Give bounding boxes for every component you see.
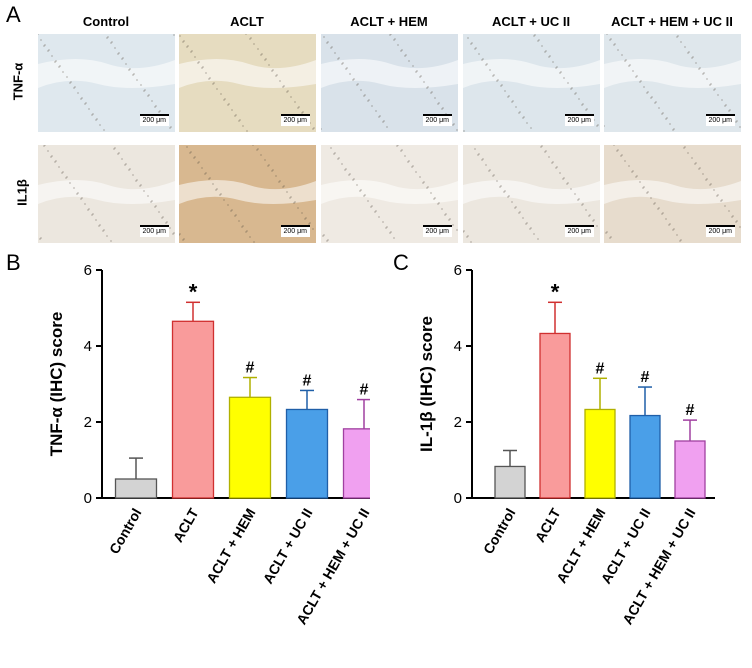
- significance-mark: #: [641, 369, 650, 386]
- y-tick-label: 2: [454, 414, 462, 431]
- micrograph: 200 μm: [463, 145, 600, 243]
- bar: [114, 478, 158, 499]
- significance-mark: #: [360, 382, 369, 399]
- column-heading: Control: [82, 14, 130, 29]
- micrograph: 200 μm: [179, 34, 316, 132]
- bar: [629, 414, 661, 499]
- bar: [584, 408, 616, 499]
- x-tick-label: ACLT + UC II: [260, 506, 316, 587]
- y-tick-label: 4: [454, 338, 462, 355]
- scale-bar: 200 μm: [705, 114, 735, 126]
- bar: [228, 396, 272, 499]
- x-tick-label: Control: [106, 506, 145, 557]
- row-heading: IL1β: [14, 179, 30, 206]
- x-tick-label: ACLT + HEM: [203, 506, 259, 586]
- x-tick-label: ACLT: [170, 505, 202, 545]
- y-tick-label: 6: [454, 262, 462, 279]
- panel-label-c: C: [393, 250, 409, 275]
- micrograph: 200 μm: [38, 145, 175, 243]
- micrograph: 200 μm: [321, 34, 458, 132]
- significance-mark: *: [551, 279, 560, 304]
- significance-mark: *: [189, 279, 198, 304]
- scale-bar: 200 μm: [564, 225, 594, 237]
- scale-bar: 200 μm: [422, 225, 452, 237]
- y-tick-label: 0: [84, 490, 92, 507]
- scale-bar: 200 μm: [564, 114, 594, 126]
- column-heading: ACLT + HEM: [350, 14, 428, 29]
- micrograph: 200 μm: [321, 145, 458, 243]
- bar: [674, 440, 706, 499]
- y-axis-label: IL-1β (IHC) score: [417, 316, 436, 452]
- significance-mark: #: [686, 402, 695, 419]
- micrograph: 200 μm: [604, 145, 741, 243]
- scale-bar: 200 μm: [422, 114, 452, 126]
- y-tick-label: 6: [84, 262, 92, 279]
- micrograph: 200 μm: [38, 34, 175, 132]
- scale-bar: 200 μm: [280, 114, 310, 126]
- scale-bar: 200 μm: [139, 114, 169, 126]
- bar: [494, 465, 526, 499]
- bar: [342, 428, 370, 499]
- tnf-alpha-bar-chart: 0 2 4 6 TNF-α (IHC) score Control * ACLT # ACLT +…: [47, 262, 370, 627]
- column-heading: ACLT: [230, 14, 264, 29]
- micrograph: 200 μm: [179, 145, 316, 243]
- column-heading: ACLT + HEM + UC II: [611, 14, 733, 29]
- y-tick-label: 2: [84, 414, 92, 431]
- y-tick-label: 4: [84, 338, 92, 355]
- bar: [539, 332, 571, 499]
- bar: [171, 320, 215, 499]
- scale-bar: 200 μm: [139, 225, 169, 237]
- row-heading: TNF-α: [10, 62, 26, 101]
- significance-mark: #: [596, 360, 605, 377]
- micrograph: 200 μm: [463, 34, 600, 132]
- panel-label-a: A: [6, 2, 21, 27]
- significance-mark: #: [246, 360, 255, 377]
- micrograph: 200 μm: [604, 34, 741, 132]
- significance-mark: #: [303, 372, 312, 389]
- y-tick-label: 0: [454, 490, 462, 507]
- scale-bar: 200 μm: [705, 225, 735, 237]
- x-tick-label: Control: [480, 506, 519, 557]
- bar: [285, 408, 329, 499]
- x-tick-label: ACLT: [532, 505, 564, 545]
- column-heading: ACLT + UC II: [491, 14, 571, 29]
- scale-bar: 200 μm: [280, 225, 310, 237]
- panel-label-b: B: [6, 250, 21, 275]
- y-axis-label: TNF-α (IHC) score: [47, 312, 66, 457]
